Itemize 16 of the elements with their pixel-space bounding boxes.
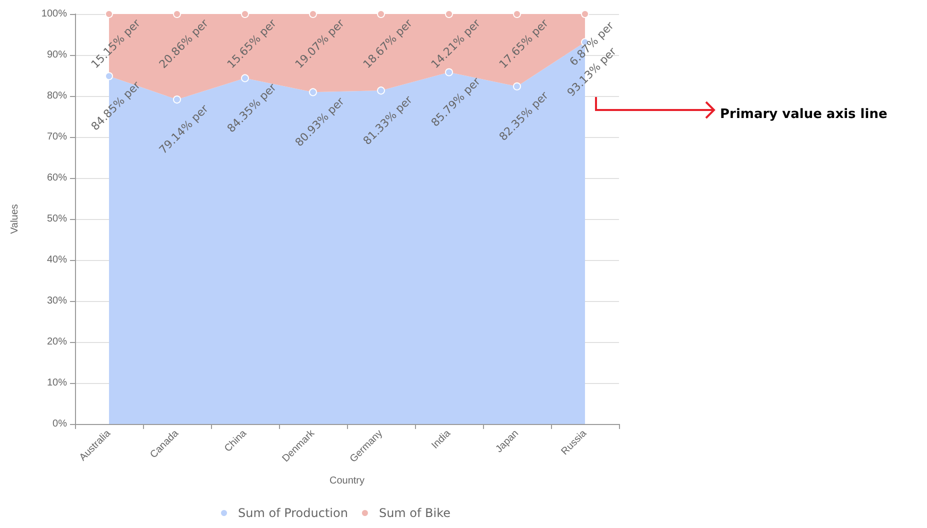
y-tick-label: 50% <box>46 214 68 224</box>
legend-label: Sum of Bike <box>378 506 451 520</box>
text: Primary value axis line <box>720 107 888 122</box>
legend-label: Sum of Production <box>238 506 348 520</box>
y-tick-label: 40% <box>46 254 68 266</box>
y-tick-label: 90% <box>46 50 68 60</box>
y-tick-label: 0% <box>52 418 68 430</box>
y-tick-label: 10% <box>46 378 68 388</box>
y-tick-label: 20% <box>46 336 68 348</box>
y-tick-label: 100% <box>41 8 68 20</box>
y-tick-label: 80% <box>46 90 68 102</box>
y-axis-title: Values <box>10 204 20 234</box>
y-tick-label: 70% <box>46 132 68 142</box>
x-axis-title: Country <box>329 476 365 486</box>
y-tick-label: 60% <box>46 172 68 184</box>
y-tick-label: 30% <box>46 296 68 306</box>
